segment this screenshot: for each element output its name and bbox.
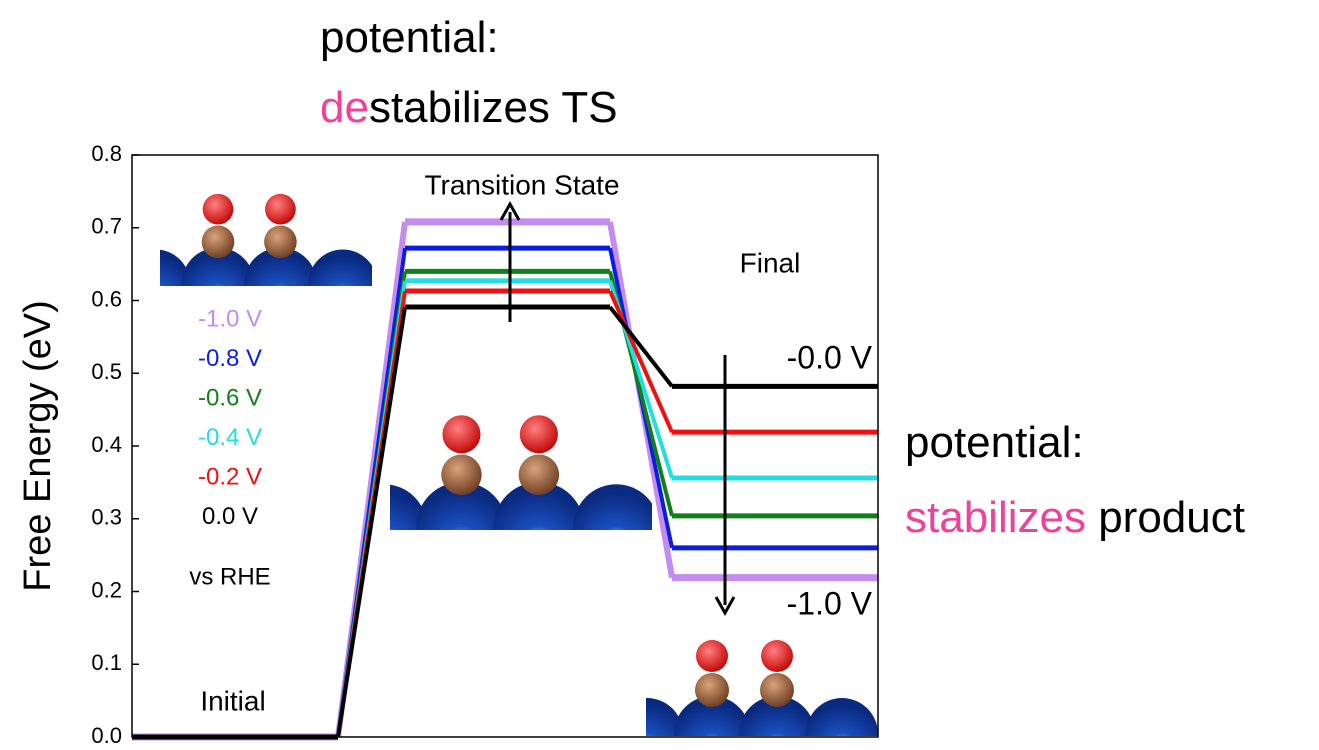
note-part: de	[320, 83, 369, 132]
note-line: potential:	[320, 13, 499, 62]
legend-entry: 0.0 V	[202, 503, 258, 530]
state-label: Initial	[200, 685, 265, 716]
connector	[336, 306, 407, 738]
note-part: product	[1086, 493, 1245, 542]
reference-label: vs RHE	[189, 563, 270, 590]
y-tick-label: 0.1	[91, 650, 122, 675]
molecule-ts	[390, 415, 652, 530]
y-tick-label: 0.2	[91, 577, 122, 602]
note-part: potential:	[905, 418, 1084, 467]
y-tick-label: 0.7	[91, 214, 122, 239]
arrow-down-head	[714, 596, 736, 617]
y-tick-label: 0.0	[91, 723, 122, 748]
y-tick-label: 0.4	[91, 432, 122, 457]
molecule-final	[646, 640, 878, 736]
arrow-up-head	[499, 200, 521, 221]
state-label: Transition State	[424, 169, 619, 200]
note-line: destabilizes TS	[320, 83, 618, 132]
note-line: stabilizes product	[905, 493, 1245, 542]
final-top-label: -0.0 V	[787, 339, 873, 375]
state-label: Final	[740, 247, 801, 278]
y-axis-label: Free Energy (eV)	[17, 300, 59, 591]
y-tick-label: 0.5	[91, 359, 122, 384]
y-tick-label: 0.3	[91, 505, 122, 530]
legend-entry: -0.8 V	[198, 345, 262, 372]
legend-entry: -1.0 V	[198, 305, 262, 332]
legend-entry: -0.4 V	[198, 424, 262, 451]
final-bottom-label: -1.0 V	[787, 585, 873, 621]
connector	[608, 305, 674, 388]
note-part: stabilizes	[905, 493, 1086, 542]
molecule-initial	[160, 193, 372, 286]
connector	[608, 290, 674, 433]
legend-entry: -0.2 V	[198, 463, 262, 490]
y-tick-label: 0.8	[91, 141, 122, 166]
note-part: stabilizes TS	[369, 83, 618, 132]
y-tick-label: 0.6	[91, 286, 122, 311]
note-line: potential:	[905, 418, 1084, 467]
legend-entry: -0.6 V	[198, 384, 262, 411]
note-part: potential:	[320, 13, 499, 62]
